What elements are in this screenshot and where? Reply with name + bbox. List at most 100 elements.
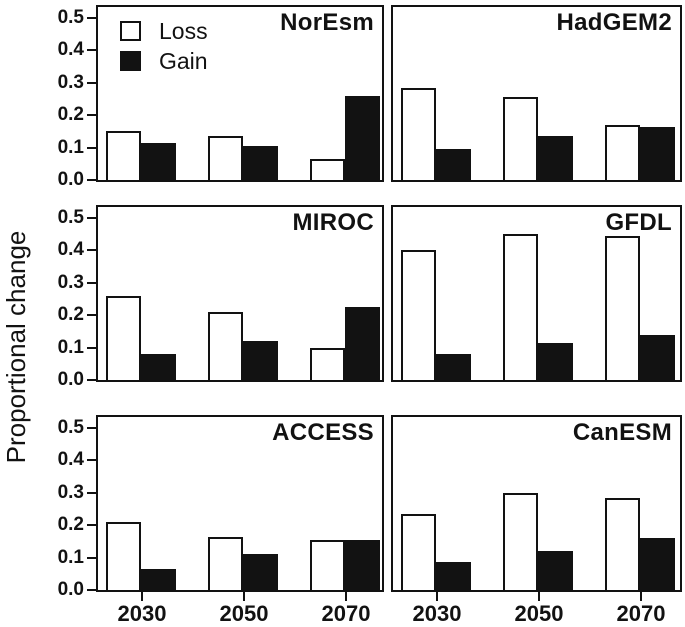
panel-miroc: MIROC (96, 205, 384, 382)
x-tick-0-2050 (243, 592, 245, 601)
y-tick-label-row0-0.1: 0.1 (57, 137, 84, 158)
bar-hadgem2-2070-loss (605, 125, 640, 180)
legend-label-gain: Gain (159, 48, 208, 74)
x-tick-1-2070 (640, 592, 642, 601)
y-tick-label-row1-0.2: 0.2 (57, 304, 84, 325)
x-tick-label-1-2070: 2070 (616, 601, 666, 626)
y-tick-label-row2-0.1: 0.1 (57, 547, 84, 568)
bar-gfdl-2070-loss (605, 236, 640, 380)
bar-access-2050-loss (208, 537, 243, 590)
y-tick-label-row1-0.5: 0.5 (57, 207, 84, 228)
x-tick-1-2030 (436, 592, 438, 601)
bar-canesm-2070-gain (640, 538, 675, 590)
y-tick-label-row2-0.0: 0.0 (57, 579, 84, 600)
panel-title-canesm: CanESM (572, 419, 672, 446)
panel-access: ACCESS (96, 415, 384, 592)
x-tick-label-0-2030: 2030 (117, 601, 167, 626)
y-axis-title: Proportional change (1, 230, 31, 464)
panel-canesm: CanESM (391, 415, 682, 592)
y-tick-row1-0.2 (87, 314, 96, 316)
y-tick-row2-0.2 (87, 524, 96, 526)
bar-hadgem2-2050-gain (538, 136, 573, 180)
bar-miroc-2050-gain (243, 341, 278, 380)
panel-noresm: NorEsm Loss Gain (96, 5, 384, 182)
y-tick-label-row1-0.4: 0.4 (57, 239, 84, 260)
panel-title-access: ACCESS (272, 419, 374, 446)
bar-noresm-2070-gain (345, 96, 380, 180)
legend-swatch-gain (120, 51, 141, 71)
bar-noresm-2050-gain (243, 146, 278, 180)
panel-title-gfdl: GFDL (605, 209, 672, 236)
panel-title-hadgem2: HadGEM2 (556, 9, 672, 36)
y-tick-row0-0.4 (87, 49, 96, 51)
bar-miroc-2070-gain (345, 307, 380, 380)
bar-canesm-2050-gain (538, 551, 573, 590)
panel-gfdl: GFDL (391, 205, 682, 382)
x-tick-label-0-2050: 2050 (219, 601, 269, 626)
bar-gfdl-2030-loss (401, 250, 436, 380)
y-tick-label-row2-0.3: 0.3 (57, 482, 84, 503)
bar-noresm-2070-loss (310, 159, 345, 180)
bar-gfdl-2070-gain (640, 335, 675, 380)
y-tick-label-row1-0.3: 0.3 (57, 272, 84, 293)
bar-hadgem2-2030-gain (436, 149, 471, 180)
legend-item-gain: Gain (120, 46, 208, 76)
bar-canesm-2030-gain (436, 562, 471, 590)
bar-miroc-2050-loss (208, 312, 243, 380)
bar-gfdl-2030-gain (436, 354, 471, 380)
y-tick-row2-0.0 (87, 589, 96, 591)
y-tick-row0-0.3 (87, 82, 96, 84)
bar-noresm-2030-gain (141, 143, 176, 180)
bar-hadgem2-2050-loss (503, 97, 538, 180)
bar-hadgem2-2070-gain (640, 127, 675, 180)
bar-canesm-2070-loss (605, 498, 640, 590)
x-tick-label-1-2050: 2050 (514, 601, 564, 626)
y-tick-row1-0.5 (87, 217, 96, 219)
y-tick-label-row2-0.5: 0.5 (57, 417, 84, 438)
y-tick-label-row0-0.5: 0.5 (57, 7, 84, 28)
legend-label-loss: Loss (159, 18, 208, 44)
y-tick-label-row0-0.3: 0.3 (57, 72, 84, 93)
bar-access-2050-gain (243, 554, 278, 590)
y-tick-row1-0.3 (87, 282, 96, 284)
panel-hadgem2: HadGEM2 (391, 5, 682, 182)
y-tick-label-row1-0.1: 0.1 (57, 337, 84, 358)
bar-access-2030-loss (106, 522, 141, 590)
bar-access-2070-loss (310, 540, 345, 590)
y-tick-row1-0.4 (87, 249, 96, 251)
bar-access-2070-gain (345, 540, 380, 590)
legend-swatch-loss (120, 21, 141, 41)
bar-miroc-2030-loss (106, 296, 141, 380)
legend: Loss Gain (120, 16, 208, 76)
x-tick-1-2050 (538, 592, 540, 601)
bar-miroc-2070-loss (310, 348, 345, 380)
y-tick-row1-0.0 (87, 379, 96, 381)
x-tick-label-1-2030: 2030 (412, 601, 462, 626)
y-tick-row0-0.5 (87, 17, 96, 19)
y-tick-label-row0-0.4: 0.4 (57, 39, 84, 60)
bar-canesm-2050-loss (503, 493, 538, 590)
bar-gfdl-2050-gain (538, 343, 573, 380)
y-tick-label-row1-0.0: 0.0 (57, 369, 84, 390)
legend-item-loss: Loss (120, 16, 208, 46)
y-tick-row2-0.3 (87, 492, 96, 494)
y-tick-row2-0.1 (87, 557, 96, 559)
y-tick-label-row2-0.2: 0.2 (57, 514, 84, 535)
y-tick-row2-0.4 (87, 459, 96, 461)
y-tick-row0-0.2 (87, 114, 96, 116)
y-tick-row1-0.1 (87, 347, 96, 349)
x-tick-0-2030 (141, 592, 143, 601)
bar-hadgem2-2030-loss (401, 88, 436, 180)
y-tick-row0-0.0 (87, 179, 96, 181)
panel-title-noresm: NorEsm (280, 9, 374, 36)
bar-canesm-2030-loss (401, 514, 436, 590)
x-tick-label-0-2070: 2070 (321, 601, 371, 626)
y-tick-row0-0.1 (87, 147, 96, 149)
y-tick-label-row0-0.0: 0.0 (57, 169, 84, 190)
y-tick-row2-0.5 (87, 427, 96, 429)
bar-miroc-2030-gain (141, 354, 176, 380)
bar-noresm-2050-loss (208, 136, 243, 180)
panel-title-miroc: MIROC (292, 209, 374, 236)
bar-gfdl-2050-loss (503, 234, 538, 380)
